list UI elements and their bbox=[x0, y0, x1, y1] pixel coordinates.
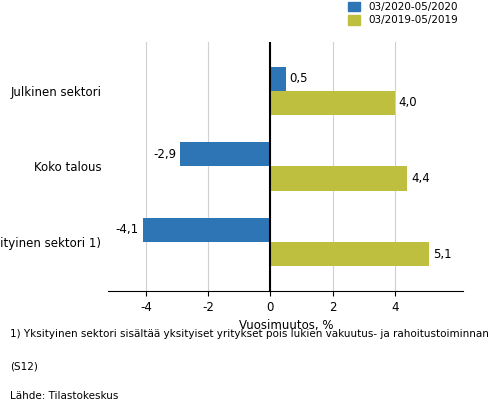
Bar bbox=[270, 166, 407, 191]
Text: Lähde: Tilastokeskus: Lähde: Tilastokeskus bbox=[10, 391, 118, 401]
Bar bbox=[142, 218, 270, 242]
Text: (S12): (S12) bbox=[10, 362, 38, 372]
Bar bbox=[270, 67, 286, 91]
Bar bbox=[270, 91, 395, 115]
Text: -2,9: -2,9 bbox=[153, 148, 176, 161]
Text: 1) Yksityinen sektori sisältää yksityiset yritykset pois lukien vakuutus- ja rah: 1) Yksityinen sektori sisältää yksityise… bbox=[10, 329, 489, 339]
Text: 4,0: 4,0 bbox=[399, 97, 417, 109]
X-axis label: Vuosimuutos, %: Vuosimuutos, % bbox=[239, 319, 333, 332]
Bar bbox=[270, 242, 429, 266]
Bar bbox=[180, 142, 270, 166]
Text: 5,1: 5,1 bbox=[433, 248, 452, 261]
Text: 4,4: 4,4 bbox=[411, 172, 430, 185]
Text: 0,5: 0,5 bbox=[290, 72, 308, 85]
Legend: 03/2020-05/2020, 03/2019-05/2019: 03/2020-05/2020, 03/2019-05/2019 bbox=[348, 2, 458, 25]
Text: -4,1: -4,1 bbox=[116, 223, 139, 236]
